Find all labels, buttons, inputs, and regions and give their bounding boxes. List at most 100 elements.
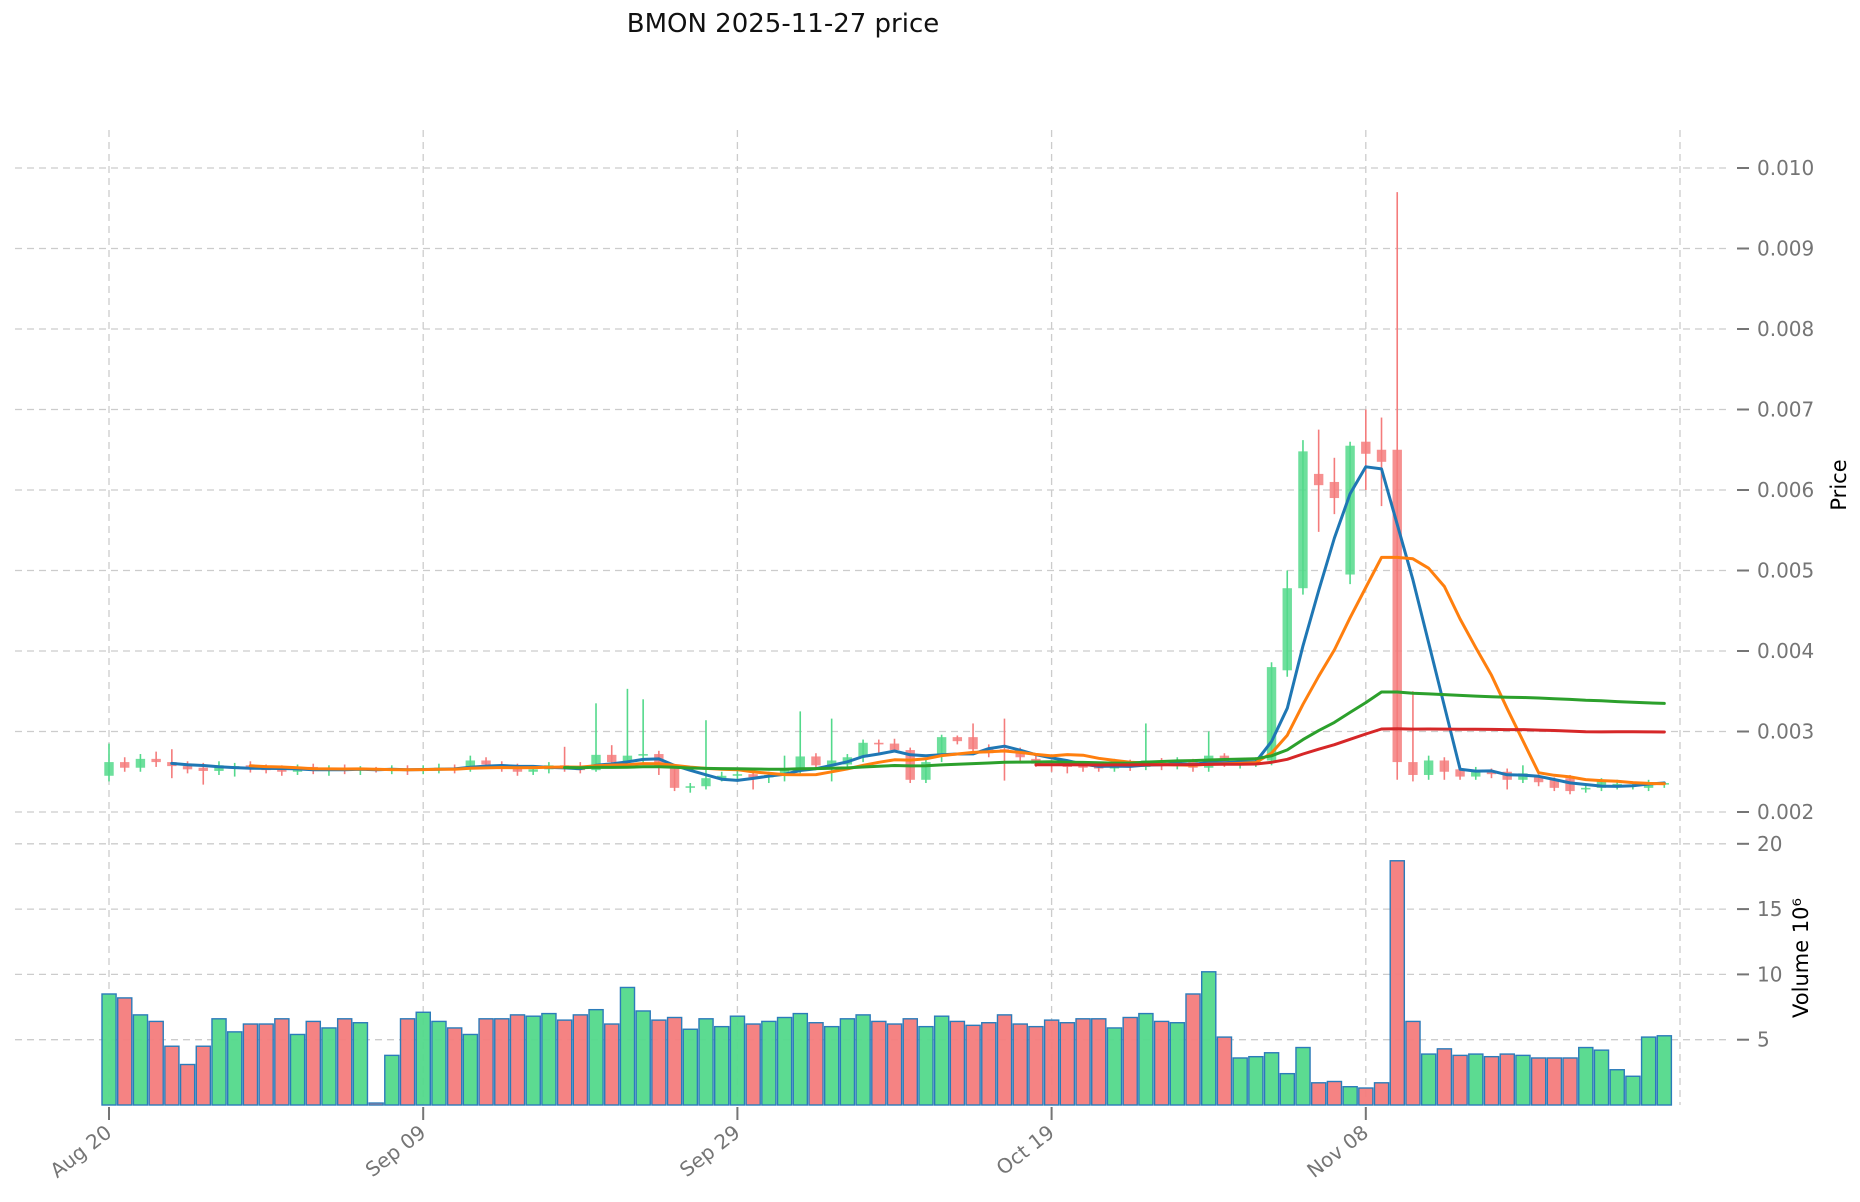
volume-bar: [1216, 1036, 1233, 1106]
volume-bar: [1625, 1075, 1641, 1106]
volume-bar: [242, 1023, 259, 1106]
volume-bar: [211, 1018, 227, 1106]
candle-body: [1423, 760, 1434, 775]
candle-body: [1298, 451, 1308, 589]
price-axis-label: Price: [1827, 459, 1851, 510]
volume-bar: [494, 1018, 510, 1106]
volume-bar: [1091, 1018, 1107, 1106]
volume-bar: [368, 1102, 384, 1106]
volume-bar: [996, 1014, 1013, 1106]
volume-bar: [855, 1014, 871, 1106]
volume-bar: [1420, 1053, 1437, 1106]
volume-bar: [384, 1054, 400, 1106]
price-tick-label: 0.005: [1757, 559, 1814, 583]
volume-bar: [808, 1022, 824, 1106]
volume-tick-label: 10: [1757, 962, 1782, 986]
candle-body: [732, 774, 743, 776]
candle-body: [1549, 779, 1560, 788]
volume-bar: [1530, 1057, 1547, 1106]
volume-bar: [1200, 971, 1217, 1106]
volume-bar: [839, 1018, 856, 1106]
candle-body: [120, 762, 130, 768]
candle-body: [1392, 449, 1402, 763]
volume-bar: [1263, 1052, 1280, 1106]
volume-bar: [604, 1023, 620, 1106]
volume-bar: [431, 1020, 447, 1106]
volume-bar: [1310, 1082, 1327, 1106]
candle-body: [277, 769, 287, 772]
volume-bar: [1499, 1053, 1515, 1106]
volume-bar: [729, 1015, 746, 1106]
ma-30-line: [563, 690, 1666, 771]
candle-body: [1533, 777, 1544, 783]
candle-body: [591, 754, 601, 771]
ma-10-line: [248, 555, 1666, 786]
candles: [104, 192, 1669, 795]
volume-bar: [682, 1028, 699, 1106]
candle-body: [1486, 771, 1497, 775]
candle-body: [968, 737, 978, 750]
volume-bar: [981, 1022, 997, 1106]
candle-body: [936, 737, 947, 757]
volume-bar: [965, 1024, 981, 1106]
volume-bar: [918, 1025, 934, 1106]
volume-bar: [886, 1023, 903, 1106]
volume-bar: [556, 1019, 573, 1106]
volume-bar: [1028, 1025, 1044, 1106]
volume-bar: [635, 1010, 651, 1106]
date-tick-label: Aug 20: [45, 1120, 116, 1183]
volume-bar: [1656, 1035, 1673, 1106]
volume-bar: [525, 1015, 541, 1106]
volume-bar: [1389, 860, 1406, 1106]
volume-bar: [148, 1020, 164, 1106]
candle-body: [1565, 778, 1575, 792]
candle-body: [701, 778, 711, 787]
volume-bar: [1279, 1072, 1296, 1106]
candle-body: [1455, 769, 1465, 777]
volume-bar: [462, 1033, 479, 1106]
volume-bar: [666, 1016, 683, 1106]
candle-body: [1439, 760, 1450, 772]
volume-bar: [1342, 1086, 1358, 1106]
chart-title: BMON 2025-11-27 price: [627, 9, 940, 39]
volume-bar: [399, 1018, 416, 1106]
candle-body: [1612, 783, 1622, 786]
candle-body: [716, 775, 727, 779]
candle-body: [811, 756, 821, 766]
candle-body: [135, 758, 146, 768]
volume-bar: [1185, 993, 1201, 1106]
volume-bar: [1138, 1012, 1154, 1106]
candle-body: [874, 742, 884, 745]
volume-bar: [902, 1018, 919, 1106]
volume-bar: [117, 997, 133, 1106]
volume-bar: [1059, 1022, 1076, 1106]
volume-bar: [1012, 1023, 1028, 1106]
volume-bar: [305, 1020, 322, 1106]
volume-bar: [1122, 1016, 1138, 1106]
volume-bar: [1358, 1087, 1374, 1106]
volume-bar: [792, 1012, 809, 1106]
volume-tick-label: 5: [1757, 1028, 1770, 1052]
price-tick-label: 0.002: [1757, 800, 1814, 824]
date-tick-label: Oct 19: [992, 1120, 1059, 1180]
volume-bar: [1169, 1022, 1186, 1106]
candle-body: [622, 755, 633, 763]
candle-body: [198, 767, 208, 771]
volume-bar: [619, 986, 636, 1106]
volume-tick-label: 15: [1757, 897, 1782, 921]
volume-bar: [823, 1025, 840, 1106]
candle-body: [921, 762, 931, 780]
volume-bar: [226, 1031, 243, 1106]
candle-body: [1313, 473, 1324, 486]
candle-body: [1329, 481, 1340, 499]
volume-bar: [572, 1014, 589, 1106]
price-tick-label: 0.006: [1757, 478, 1814, 502]
volume-bar: [164, 1045, 180, 1106]
volume-bar: [1295, 1046, 1311, 1106]
candle-body: [1471, 771, 1481, 777]
volume-bar: [1468, 1053, 1484, 1106]
price-tick-label: 0.009: [1757, 237, 1814, 261]
candle-body: [528, 769, 538, 772]
